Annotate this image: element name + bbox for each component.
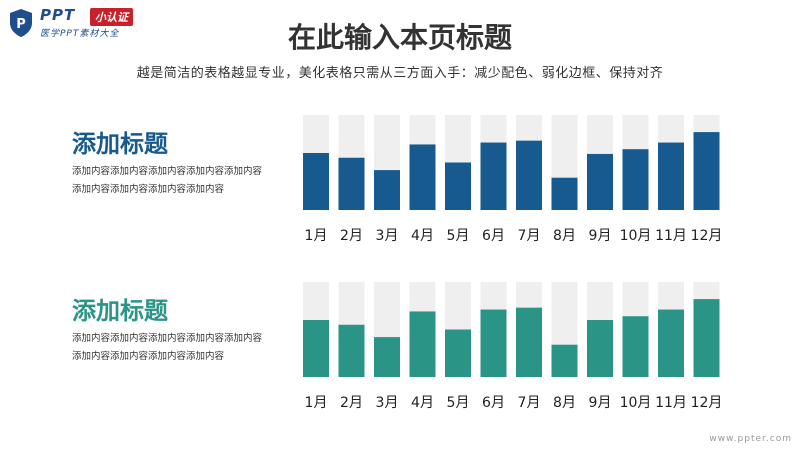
chart-1-tick-label: 8月 bbox=[553, 228, 576, 244]
section-1-body: 添加内容添加内容添加内容添加内容添加内容 添加内容添加内容添加内容添加内容 bbox=[72, 163, 282, 199]
chart-2-bar bbox=[409, 311, 436, 377]
chart-1-bar bbox=[338, 157, 365, 210]
chart-1-svg: 1月 2月 3月 4月 5月 6月 7月 8月 9月 10月 11月 12月 bbox=[303, 115, 720, 244]
chart-2-bar bbox=[587, 320, 613, 377]
chart-1-tick-label: 11月 bbox=[655, 228, 687, 244]
chart-2-bar bbox=[303, 320, 329, 377]
chart-2-tick-label: 7月 bbox=[518, 395, 541, 411]
section-1-line-2: 添加内容添加内容添加内容添加内容 bbox=[72, 184, 225, 195]
chart-2-tick-label: 8月 bbox=[553, 395, 576, 411]
chart-1-bar bbox=[587, 153, 613, 210]
chart-1-tick-label: 3月 bbox=[376, 228, 399, 244]
chart-1-bar bbox=[303, 153, 329, 210]
chart-2-tick-label: 10月 bbox=[620, 395, 652, 411]
chart-1-bar bbox=[409, 144, 436, 210]
chart-1-bar bbox=[480, 142, 507, 210]
chart-2-tick-label: 4月 bbox=[411, 395, 434, 411]
chart-1-tick-label: 1月 bbox=[305, 228, 328, 244]
brand-logo: P PPT 小认证 医学PPT素材大全 bbox=[8, 6, 158, 40]
chart-1-tick-label: 6月 bbox=[482, 228, 505, 244]
logo-brand-text: PPT bbox=[40, 6, 76, 24]
chart-1-tick-label: 10月 bbox=[620, 228, 652, 244]
section-2-line-2: 添加内容添加内容添加内容添加内容 bbox=[72, 351, 225, 362]
chart-2-bar bbox=[622, 316, 649, 377]
page-title: 在此输入本页标题 bbox=[287, 21, 512, 54]
page-subtitle: 越是简洁的表格越显专业，美化表格只需从三方面入手：减少配色、弱化边框、保持对齐 bbox=[136, 66, 664, 81]
chart-1-tick-label: 7月 bbox=[518, 228, 541, 244]
chart-2-bar bbox=[516, 307, 542, 377]
section-2-heading: 添加标题 bbox=[72, 297, 168, 325]
chart-1-tick-label: 2月 bbox=[340, 228, 363, 244]
chart-1-bar bbox=[551, 177, 578, 210]
chart-1-bar bbox=[516, 140, 542, 210]
chart-1-tick-label: 5月 bbox=[447, 228, 470, 244]
chart-2-bar bbox=[693, 299, 720, 377]
chart-2-tick-label: 12月 bbox=[691, 395, 720, 411]
logo-subtext: 医学PPT素材大全 bbox=[40, 29, 120, 39]
chart-1-bar bbox=[374, 170, 400, 210]
chart-2-tick-label: 1月 bbox=[305, 395, 328, 411]
chart-2-tick-label: 9月 bbox=[589, 395, 612, 411]
chart-1-bar bbox=[445, 162, 471, 210]
chart-1: 1月 2月 3月 4月 5月 6月 7月 8月 9月 10月 11月 12月 bbox=[300, 115, 720, 250]
chart-2-tick-label: 5月 bbox=[447, 395, 470, 411]
chart-2-bar bbox=[338, 324, 365, 377]
svg-text:P: P bbox=[16, 17, 26, 32]
chart-2-bar bbox=[551, 344, 578, 377]
chart-2-bar bbox=[658, 309, 684, 377]
section-2-body: 添加内容添加内容添加内容添加内容添加内容 添加内容添加内容添加内容添加内容 bbox=[72, 330, 282, 366]
watermark: www.ppter.com bbox=[709, 434, 792, 444]
chart-1-tick-label: 4月 bbox=[411, 228, 434, 244]
chart-2-tick-label: 3月 bbox=[376, 395, 399, 411]
chart-2-tick-label: 2月 bbox=[340, 395, 363, 411]
chart-1-bar bbox=[658, 142, 684, 210]
section-1-line-1: 添加内容添加内容添加内容添加内容添加内容 bbox=[72, 166, 263, 177]
section-2-line-1: 添加内容添加内容添加内容添加内容添加内容 bbox=[72, 333, 263, 344]
chart-2-bar bbox=[445, 329, 471, 377]
chart-2-tick-label: 6月 bbox=[482, 395, 505, 411]
logo-badge: 小认证 bbox=[90, 8, 133, 26]
chart-1-tick-label: 12月 bbox=[691, 228, 720, 244]
chart-2-tick-label: 11月 bbox=[655, 395, 687, 411]
chart-2-bar bbox=[480, 309, 507, 377]
chart-1-bar bbox=[693, 132, 720, 210]
chart-1-bar bbox=[622, 149, 649, 210]
chart-1-tick-label: 9月 bbox=[589, 228, 612, 244]
shield-icon: P bbox=[10, 9, 32, 37]
section-1-heading: 添加标题 bbox=[72, 130, 168, 158]
chart-2-svg: 1月 2月 3月 4月 5月 6月 7月 8月 9月 10月 11月 12月 bbox=[303, 282, 720, 411]
chart-2: 1月 2月 3月 4月 5月 6月 7月 8月 9月 10月 11月 12月 bbox=[300, 282, 720, 417]
chart-2-bar bbox=[374, 337, 400, 377]
